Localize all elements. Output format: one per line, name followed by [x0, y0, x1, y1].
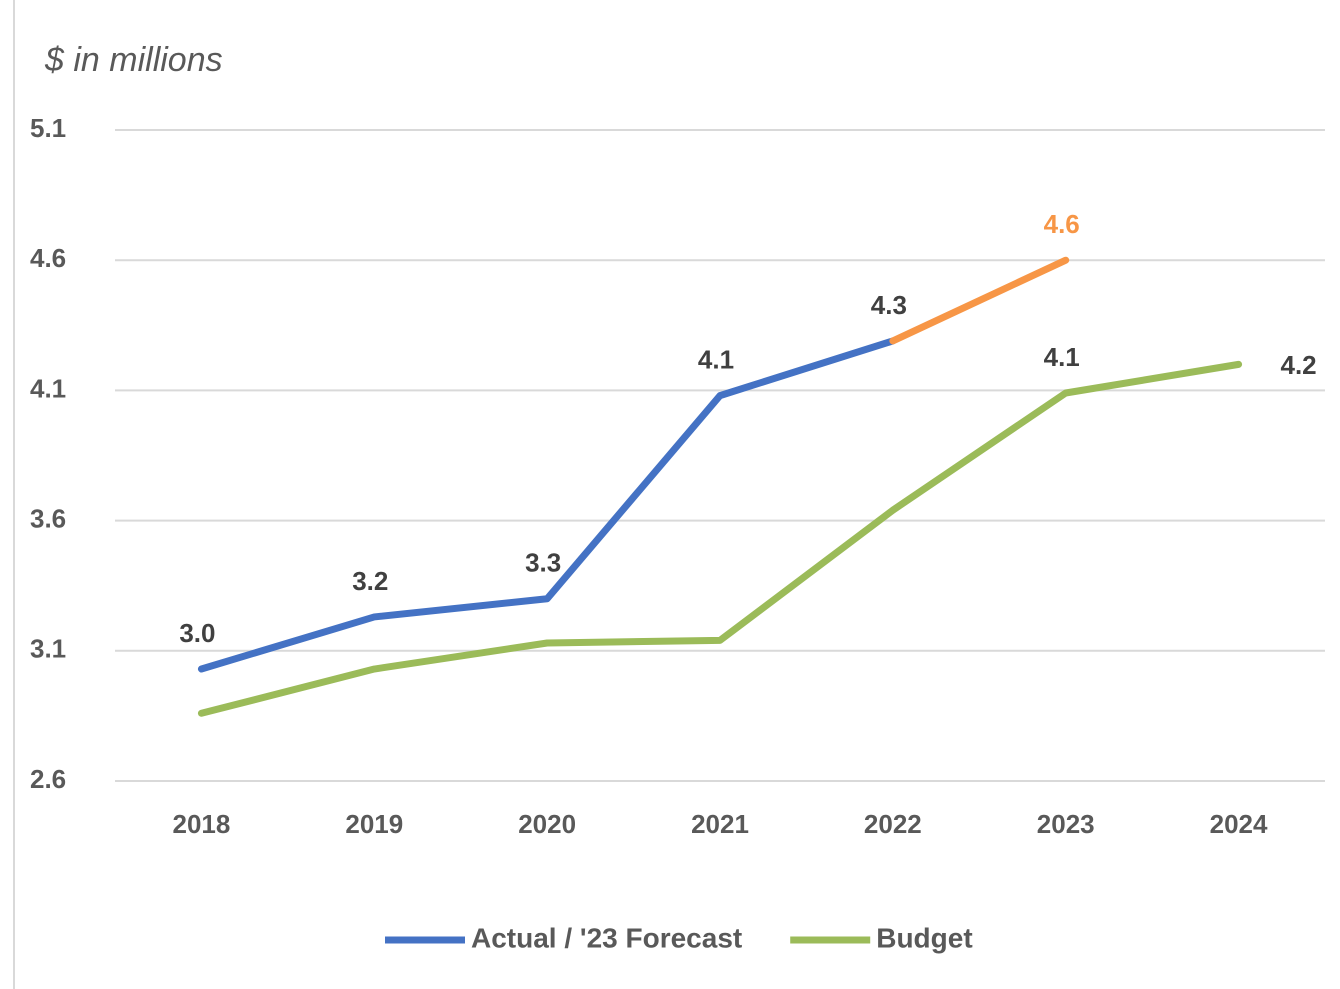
y-tick-label: 3.1	[30, 634, 66, 664]
x-tick-label: 2020	[518, 809, 576, 839]
y-tick-label: 4.1	[30, 373, 66, 403]
x-tick-label: 2024	[1210, 809, 1268, 839]
data-label: 4.1	[698, 344, 734, 374]
y-tick-label: 2.6	[30, 764, 66, 794]
y-tick-label: 4.6	[30, 243, 66, 273]
series-line	[197, 360, 1243, 717]
data-label: 4.3	[871, 290, 907, 320]
legend-label: Budget	[876, 922, 972, 953]
data-label: 4.1	[1044, 342, 1080, 372]
series-line	[197, 337, 897, 673]
series-line	[889, 256, 1070, 345]
x-tick-label: 2018	[173, 809, 231, 839]
x-tick-label: 2023	[1037, 809, 1095, 839]
data-label: 4.2	[1280, 350, 1316, 380]
data-label: 3.3	[525, 548, 561, 578]
y-tick-label: 3.6	[30, 503, 66, 533]
x-tick-label: 2022	[864, 809, 922, 839]
data-label: 4.6	[1044, 209, 1080, 239]
x-tick-label: 2019	[345, 809, 403, 839]
y-tick-label: 5.1	[30, 113, 66, 143]
chart-title: $ in millions	[44, 41, 223, 79]
x-tick-label: 2021	[691, 809, 749, 839]
data-label: 3.2	[352, 566, 388, 596]
legend-label: Actual / '23 Forecast	[471, 922, 742, 953]
data-label: 3.0	[179, 618, 215, 648]
